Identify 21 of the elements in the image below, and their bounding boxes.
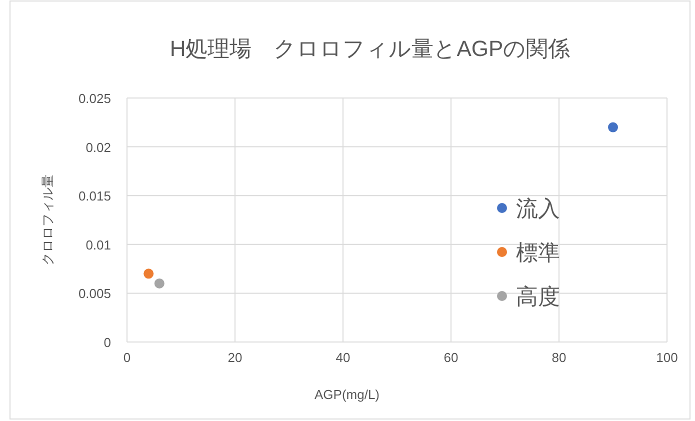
x-tick-label: 60 (444, 350, 458, 365)
y-axis-title: クロロフィル量 (40, 174, 55, 266)
x-axis-title: AGP(mg/L) (314, 387, 380, 402)
x-tick-label: 20 (228, 350, 242, 365)
y-tick-label: 0.025 (78, 91, 111, 106)
x-tick-label: 0 (123, 350, 131, 365)
point (608, 122, 618, 132)
x-tick-label: 100 (656, 350, 678, 365)
y-tick-label: 0.01 (86, 237, 111, 252)
y-tick-label: 0.015 (78, 188, 111, 204)
point (144, 268, 154, 279)
chart-title: H処理場 クロロフィル量とAGPの関係 (170, 36, 570, 61)
legend-label: 流入 (516, 196, 560, 221)
legend-label: 高度 (516, 284, 560, 309)
point (154, 278, 164, 288)
x-tick-label: 80 (552, 350, 566, 365)
x-tick-label: 40 (336, 350, 350, 365)
y-tick-label: 0 (104, 335, 111, 350)
y-tick-label: 0.005 (78, 286, 111, 302)
legend-label: 標準 (516, 240, 560, 265)
y-tick-label: 0.02 (86, 140, 111, 155)
